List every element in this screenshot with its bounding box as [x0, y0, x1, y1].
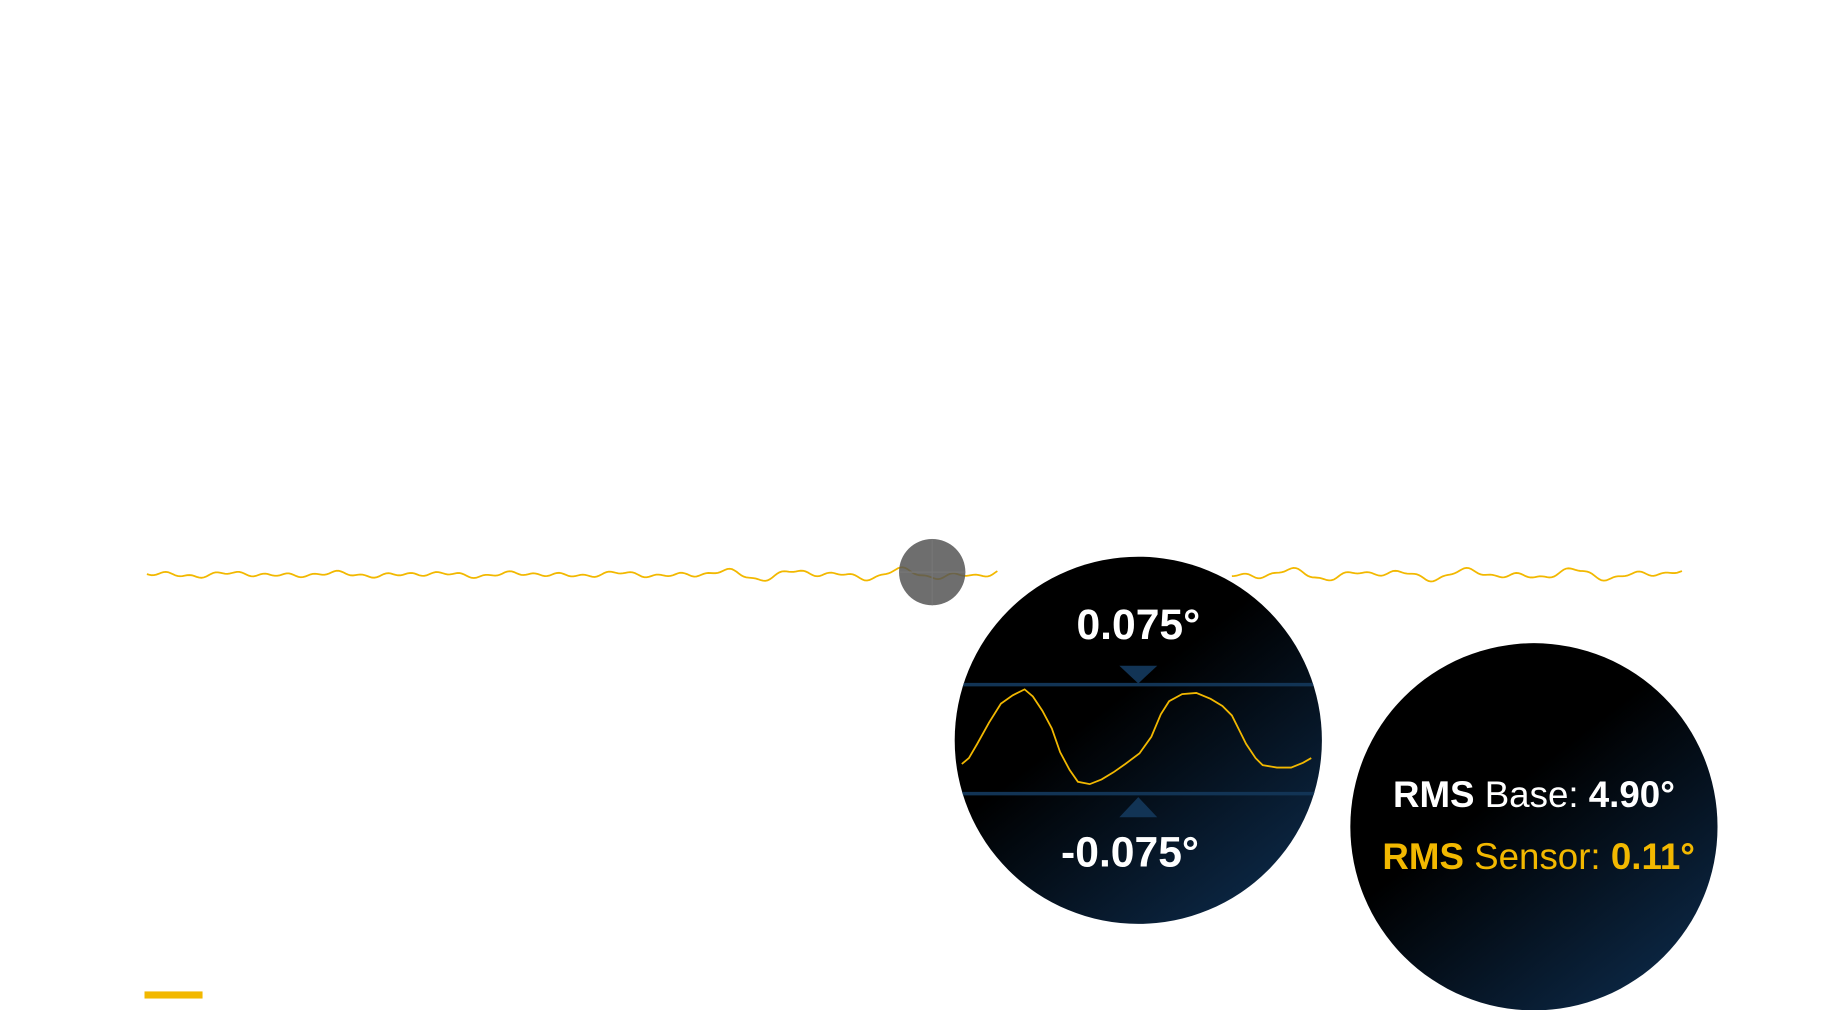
lower-limit-label: -0.075° [1061, 828, 1199, 876]
upper-limit-label: 0.075° [1076, 601, 1200, 649]
rms-value: 0.11° [1611, 835, 1695, 876]
zoom-lens [954, 556, 1322, 924]
legend-swatch [144, 991, 203, 999]
up-arrow [1119, 797, 1158, 818]
rms-label: Sensor: [1474, 835, 1601, 876]
rms-label: Base: [1485, 774, 1579, 815]
scene: 0.075° -0.075° RMS Base: 4.90° RMS Senso… [144, 538, 1718, 1010]
rms-prefix: RMS [1382, 835, 1464, 876]
zoom-content [954, 665, 1322, 818]
rms-prefix: RMS [1393, 774, 1475, 815]
down-arrow [1119, 665, 1158, 684]
signal-line [146, 566, 1683, 583]
rms-base: RMS Base: 4.90° [1393, 774, 1675, 815]
rms-sensor: RMS Sensor: 0.11° [1382, 835, 1695, 876]
zoomed-signal [961, 688, 1312, 786]
rms-value: 4.90° [1589, 774, 1675, 815]
rms-panel [1350, 643, 1718, 1010]
